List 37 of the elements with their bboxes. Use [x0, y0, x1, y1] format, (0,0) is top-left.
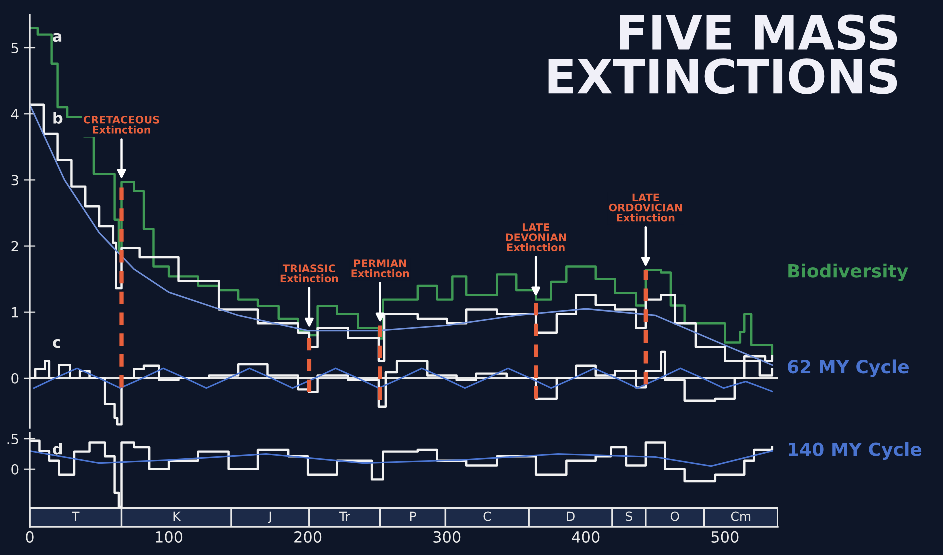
y-tick-label: 5 [12, 43, 18, 54]
ref-line-label: PERMIAN Extinction [352, 260, 410, 278]
band-label: C [484, 512, 492, 522]
band-label: O [670, 512, 680, 522]
band-label: S [626, 512, 633, 522]
band-label: Cm [731, 512, 751, 522]
band-label: K [174, 512, 182, 522]
ref-line-label: LATE DEVONIAN Extinction [506, 224, 566, 252]
text: Biodiversity [788, 264, 908, 282]
annotation: c [53, 339, 60, 348]
band-label: T [72, 512, 80, 522]
y-tick-label: 4 [11, 109, 19, 120]
band-label: P [410, 512, 416, 522]
band-label: Tr [339, 512, 350, 522]
x-tick-label: 200 [294, 531, 322, 543]
band-label: D [567, 512, 575, 522]
x-tick-label: 0 [26, 531, 34, 543]
annotation: d [53, 443, 62, 455]
y-tick-label: 1 [12, 308, 18, 318]
y-tick-label: 2 [12, 241, 18, 252]
x-tick-label: 300 [434, 531, 461, 543]
y-tick-label: 0 [12, 373, 19, 384]
ref-line-label: CRETACEOUS Extinction [84, 116, 160, 134]
x-tick-label: 400 [572, 531, 600, 543]
ref-line-label: TRIASSIC Extinction [280, 264, 338, 283]
series-label: 140 MY Cycle [789, 442, 922, 460]
annotation: b [54, 112, 63, 124]
y-tick-label: 0 [12, 464, 19, 475]
series-label: 62 MY Cycle [788, 360, 909, 378]
band-label: J [268, 512, 272, 524]
ref-line-label: LATE ORDOVICIAN Extinction [609, 194, 682, 222]
y-tick-label: 3 [12, 175, 18, 186]
y-tick-label: .5 [8, 434, 18, 445]
chart-title: FIVE MASS EXTINCTIONS [548, 14, 898, 94]
x-tick-label: 100 [156, 531, 183, 543]
annotation: a [53, 33, 62, 42]
x-tick-label: 500 [712, 531, 739, 543]
